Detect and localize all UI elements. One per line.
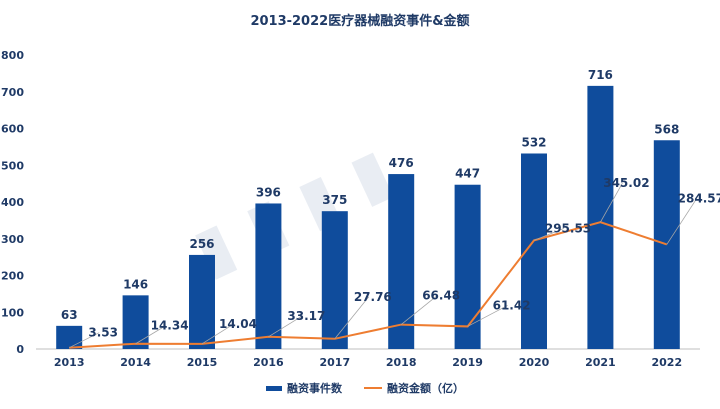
bar xyxy=(454,184,481,349)
bar-value-label: 146 xyxy=(123,277,148,291)
line-leader xyxy=(400,295,438,325)
legend-label: 融资金额（亿） xyxy=(387,381,464,395)
legend-swatch-bar xyxy=(266,386,282,391)
line-value-label: 66.48 xyxy=(422,289,460,303)
line-value-label: 61.42 xyxy=(493,298,531,312)
legend-label: 融资事件数 xyxy=(287,381,343,395)
legend: 融资事件数 融资金额（亿） xyxy=(266,381,464,395)
line-leader xyxy=(201,323,235,345)
x-axis: 2013 2014 2015 2016 2017 2018 2019 2020 2021 2022 xyxy=(36,348,700,369)
bar xyxy=(189,254,215,349)
line-leader xyxy=(69,332,100,349)
watermark-glyphs: ▮ ▮ ▮ ▮ xyxy=(183,135,403,290)
x-tick-label: 2014 xyxy=(120,356,151,369)
line-leader xyxy=(600,183,623,223)
bar xyxy=(653,140,680,349)
bar xyxy=(122,295,149,349)
bar-value-label: 396 xyxy=(256,185,281,199)
y-tick-label: 0 xyxy=(16,343,24,356)
y-tick-label: 500 xyxy=(1,159,24,172)
line-path xyxy=(69,221,668,349)
watermark: ▮ ▮ ▮ ▮ xyxy=(183,135,403,290)
bar-value-label: 375 xyxy=(322,193,347,207)
chart-title: 2013-2022医疗器械融资事件&金额 xyxy=(250,13,469,29)
bar-value-label: 568 xyxy=(654,122,679,136)
bar-value-label: 716 xyxy=(588,68,613,82)
x-tick-label: 2020 xyxy=(519,356,550,369)
line-value-label: 284.57 xyxy=(678,191,720,205)
bar xyxy=(388,174,415,349)
x-tick-label: 2016 xyxy=(253,356,284,369)
x-tick-label: 2015 xyxy=(187,356,218,369)
y-tick-label: 100 xyxy=(1,306,24,319)
bar-value-label: 476 xyxy=(389,156,414,170)
y-tick-label: 200 xyxy=(1,270,24,283)
bar xyxy=(587,85,614,350)
line-leader xyxy=(533,228,565,241)
y-tick-label: 700 xyxy=(1,86,24,99)
bar-series: 63 146 256 396 375 476 447 532 716 568 xyxy=(56,68,680,350)
bar xyxy=(56,325,83,349)
bar xyxy=(255,203,282,349)
line-value-label: 345.02 xyxy=(603,176,649,190)
line-leader xyxy=(467,305,508,327)
line-value-label: 3.53 xyxy=(88,326,118,340)
line-leader xyxy=(334,296,370,340)
x-tick-label: 2018 xyxy=(386,356,417,369)
x-tick-label: 2019 xyxy=(452,356,483,369)
bar-value-label: 63 xyxy=(61,308,78,322)
line-leader xyxy=(268,315,303,338)
line-value-label: 27.76 xyxy=(354,290,392,304)
x-tick-label: 2021 xyxy=(585,356,616,369)
y-tick-label: 800 xyxy=(1,49,24,62)
x-tick-label: 2013 xyxy=(54,356,85,369)
line-leader xyxy=(135,325,166,345)
line-series: 3.53 14.34 14.04 33.17 27.76 66.48 61.42 295.53… xyxy=(69,176,720,349)
x-tick-label: 2017 xyxy=(319,356,350,369)
bar-value-label: 447 xyxy=(455,167,480,181)
line-value-label: 33.17 xyxy=(287,309,325,323)
y-tick-label: 600 xyxy=(1,123,24,136)
bar xyxy=(321,211,348,349)
line-leader xyxy=(666,198,698,245)
bar-value-label: 256 xyxy=(189,237,214,251)
y-tick-label: 300 xyxy=(1,233,24,246)
line-value-label: 14.04 xyxy=(219,317,257,331)
line-value-label: 295.53 xyxy=(545,221,591,235)
bar-value-label: 532 xyxy=(521,135,546,149)
line-value-label: 14.34 xyxy=(151,319,189,333)
y-axis: 0 100 200 300 400 500 600 700 800 xyxy=(1,49,24,356)
y-tick-label: 400 xyxy=(1,196,24,209)
x-tick-label: 2022 xyxy=(651,356,682,369)
